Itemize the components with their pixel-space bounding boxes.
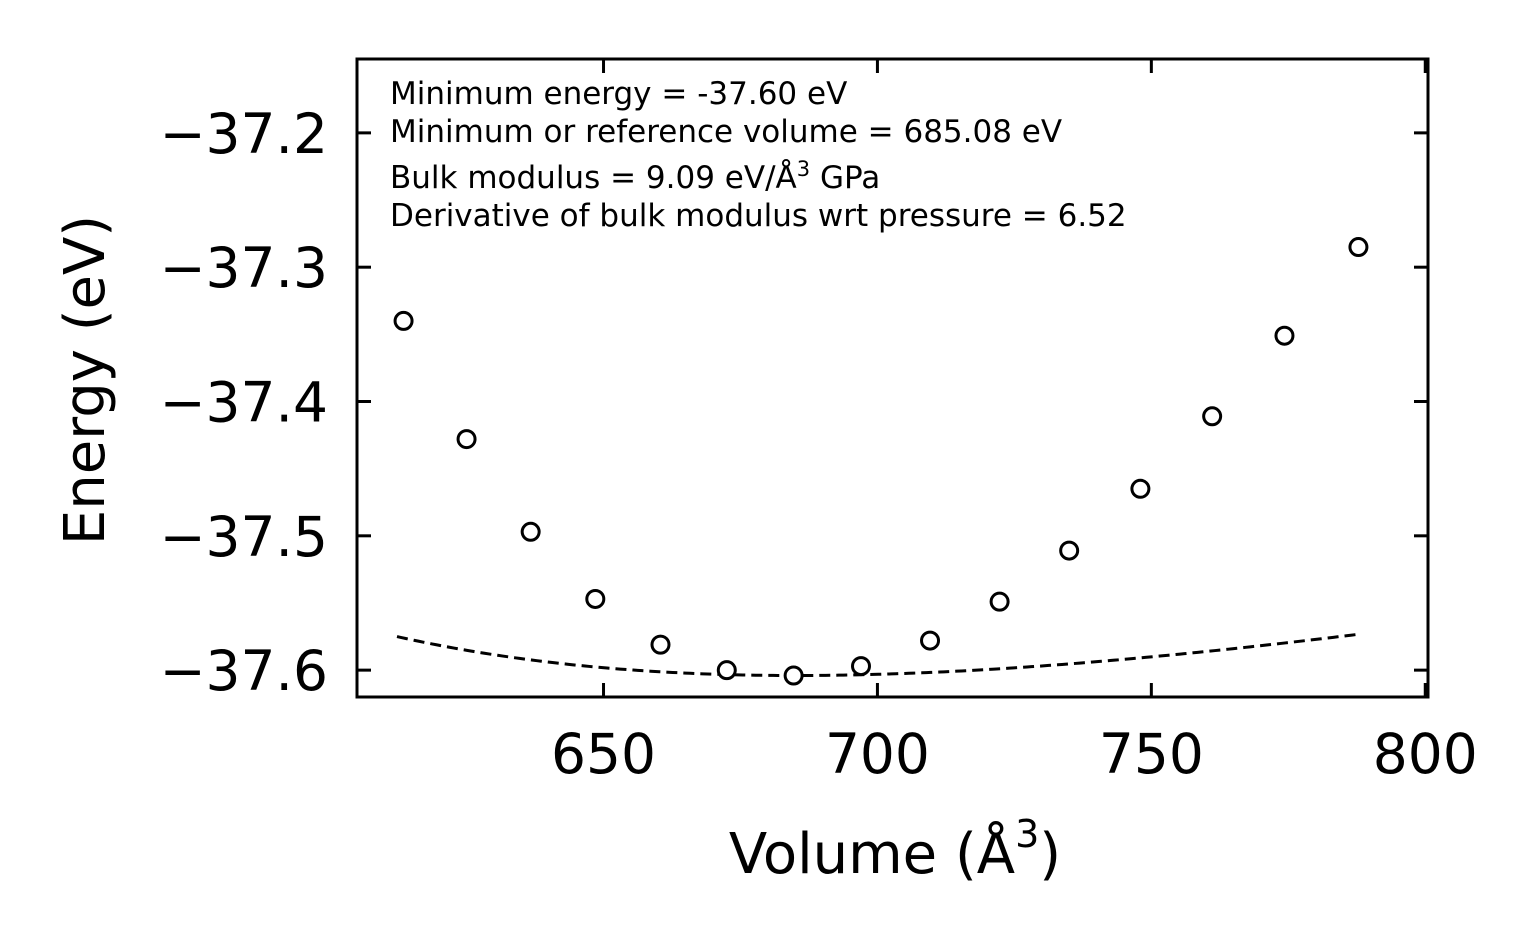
x-axis-title-close: ) bbox=[1039, 822, 1061, 887]
y-tick-label: −37.6 bbox=[159, 639, 328, 703]
data-point bbox=[650, 634, 671, 655]
data-point bbox=[783, 665, 804, 686]
annotation-bulk-modulus-suffix: GPa bbox=[810, 160, 880, 196]
annotation-bulk-modulus-sup: 3 bbox=[797, 157, 810, 181]
y-tick-label: −37.3 bbox=[159, 236, 328, 300]
data-point bbox=[851, 656, 871, 677]
x-axis-title-text: Volume (Å bbox=[729, 821, 1015, 887]
data-points-layer bbox=[393, 237, 1369, 686]
data-point bbox=[520, 521, 541, 542]
y-axis-title: Energy (eV) bbox=[53, 215, 118, 545]
data-point bbox=[1274, 325, 1295, 346]
data-point bbox=[456, 429, 477, 450]
x-axis-title-sup: 3 bbox=[1015, 812, 1039, 856]
data-point bbox=[989, 591, 1010, 612]
x-tick-label: 800 bbox=[1373, 722, 1478, 786]
annotation-min-volume: Minimum or reference volume = 685.08 eV bbox=[390, 114, 1062, 150]
plot-frame bbox=[355, 57, 1430, 699]
annotation-min-energy: Minimum energy = -37.60 eV bbox=[390, 76, 847, 112]
data-point bbox=[920, 630, 941, 651]
data-point bbox=[1130, 478, 1151, 499]
y-tick-label: −37.2 bbox=[159, 102, 328, 166]
data-point bbox=[716, 660, 737, 681]
annotation-bulk-modulus-text: Bulk modulus = 9.09 eV/Å bbox=[390, 160, 797, 196]
x-axis-title: Volume (Å3) bbox=[729, 812, 1061, 887]
data-point bbox=[1059, 540, 1080, 561]
data-point bbox=[1202, 406, 1223, 427]
x-tick-label: 700 bbox=[825, 722, 930, 786]
annotation-bulk-modulus: Bulk modulus = 9.09 eV/Å3 GPa bbox=[390, 157, 880, 196]
x-tick-label: 650 bbox=[551, 722, 656, 786]
annotation-bulk-modulus-derivative: Derivative of bulk modulus wrt pressure … bbox=[390, 198, 1127, 234]
x-tick-label: 750 bbox=[1099, 722, 1204, 786]
data-point bbox=[393, 310, 414, 331]
y-tick-label: −37.4 bbox=[159, 371, 328, 435]
y-tick-label: −37.5 bbox=[159, 505, 328, 569]
data-point bbox=[585, 588, 606, 609]
fit-curve bbox=[396, 632, 1360, 678]
ticks-layer: 650 700 750 800 −37.2 −37.3 −37.4 −37.5 −37.6 bbox=[159, 59, 1478, 786]
data-point bbox=[1348, 237, 1369, 258]
fit-curve-layer bbox=[396, 632, 1360, 678]
